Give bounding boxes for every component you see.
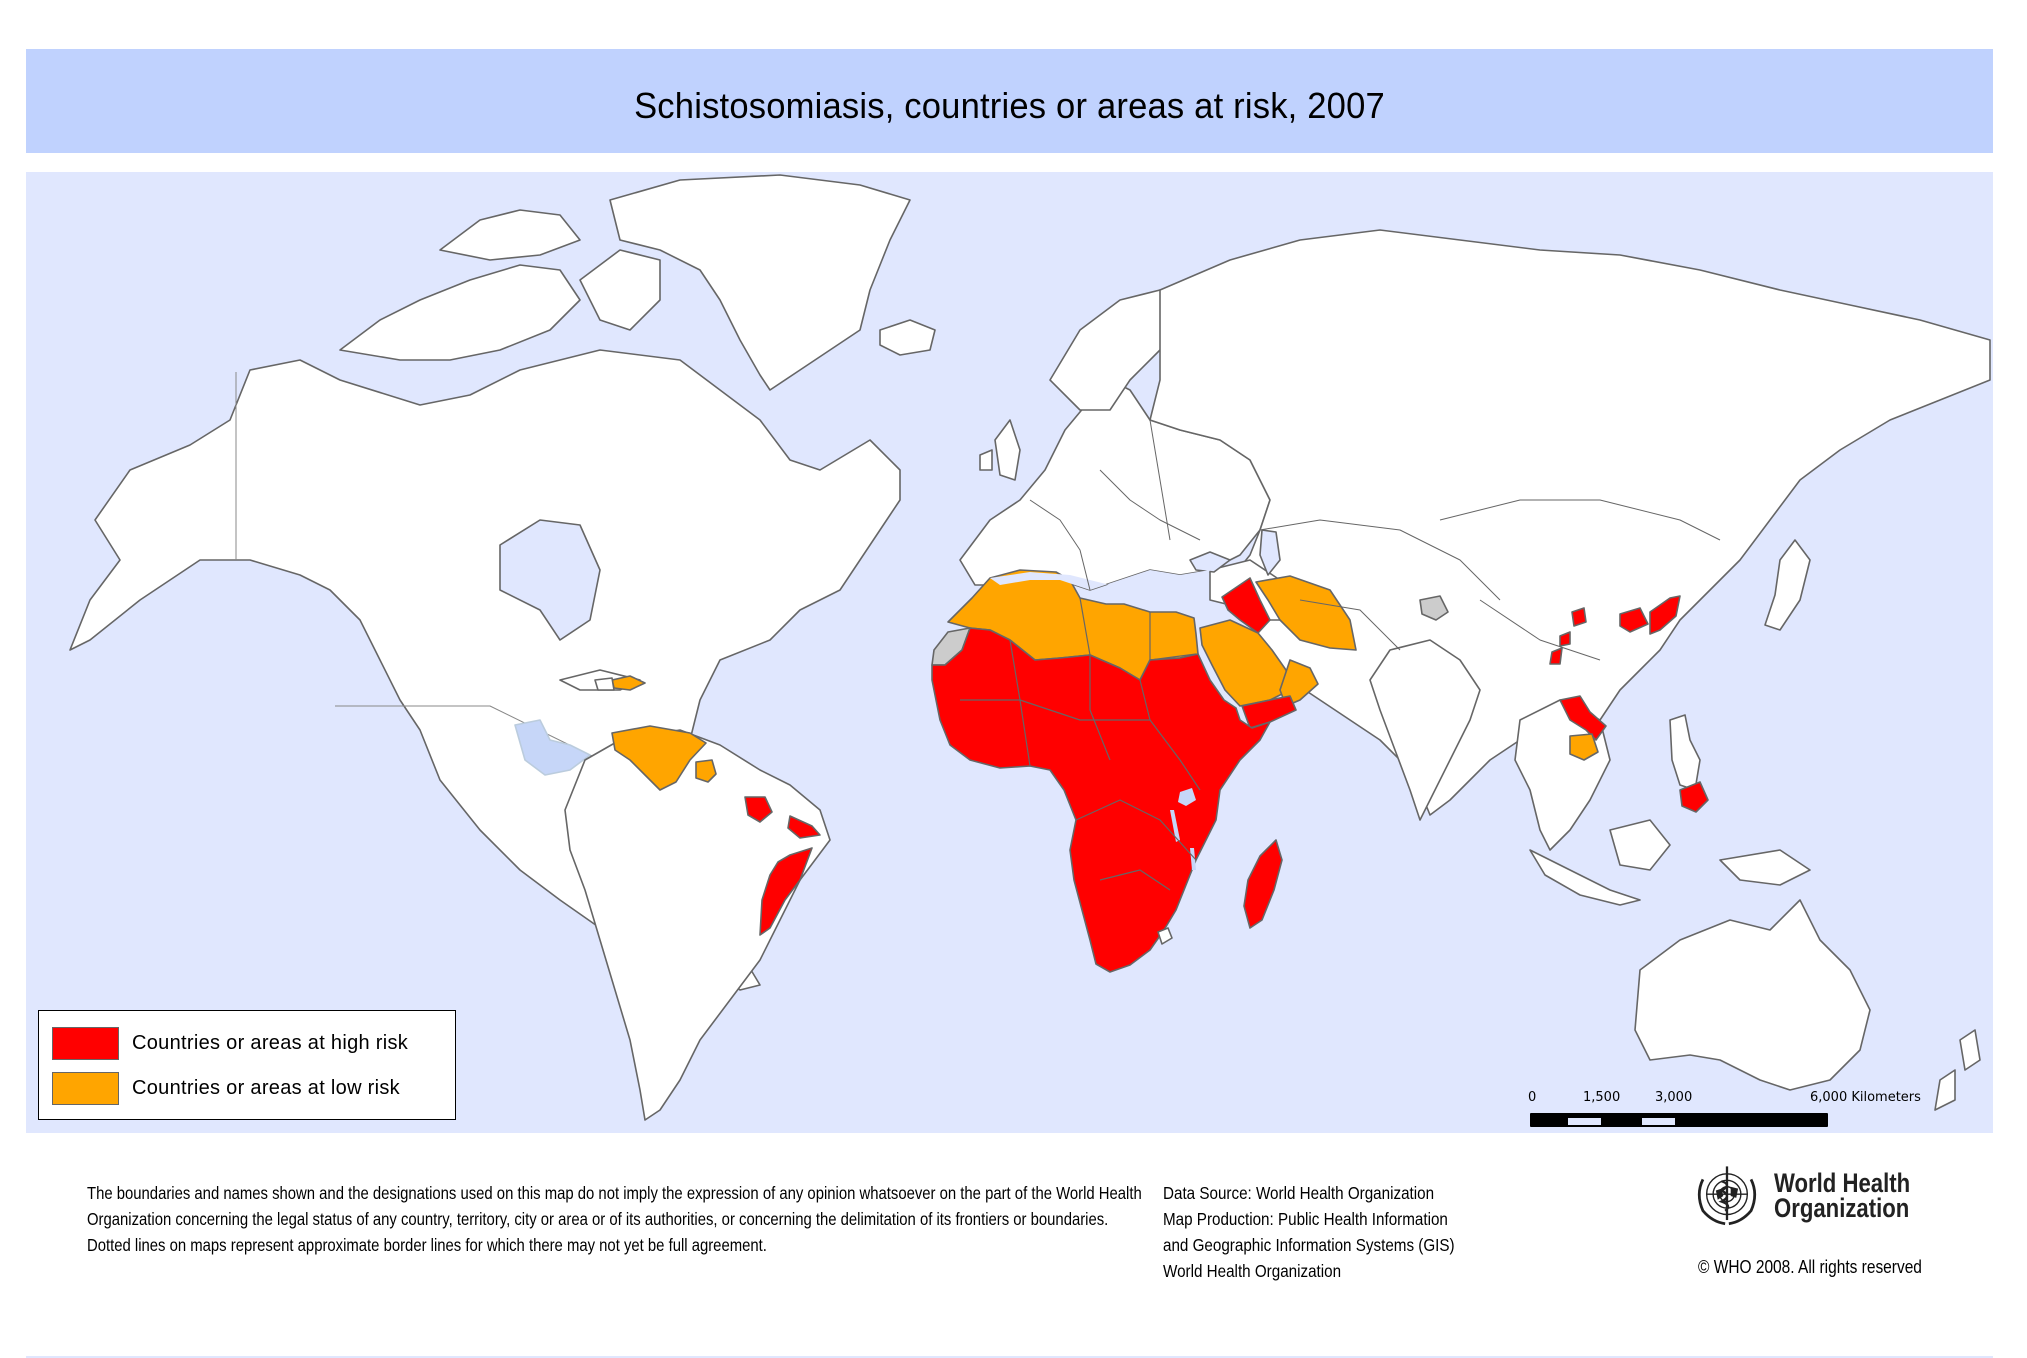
region-saudi-arabia	[1199, 619, 1291, 707]
map-title: Schistosomiasis, countries or areas at r…	[634, 85, 1385, 126]
region-sub-saharan-africa	[931, 627, 1271, 973]
title-banner: Schistosomiasis, countries or areas at r…	[26, 49, 1993, 153]
high-risk-swatch	[52, 1026, 119, 1060]
region-oman	[1279, 659, 1319, 707]
region-kashmir	[1419, 595, 1449, 621]
who-emblem-icon	[1697, 1166, 1757, 1226]
credit-map-production: Map Production: Public Health Informatio…	[1163, 1209, 1448, 1229]
bottom-rule	[26, 1356, 1993, 1358]
region-philippines-mindanao	[1679, 781, 1709, 813]
region-brazil-north	[744, 796, 773, 823]
who-logo: World Health Organization	[1690, 1160, 1940, 1232]
scale-tick-6000: 6,000 Kilometers	[1810, 1090, 1921, 1105]
region-china-focus-4	[1619, 607, 1649, 633]
region-venezuela	[611, 725, 707, 791]
scale-tick-3000: 3,000	[1655, 1090, 1693, 1105]
credit-organization: World Health Organization	[1163, 1261, 1342, 1281]
region-china-focus-5	[1649, 595, 1681, 635]
scale-tick-1500: 1,500	[1583, 1090, 1621, 1105]
who-wordmark: World Health Organization	[1773, 1168, 1911, 1223]
scale-tick-0: 0	[1528, 1090, 1537, 1105]
scale-bar: 0 1,500 3,000 6,000 Kilometers	[1520, 1090, 1990, 1130]
region-madagascar	[1243, 839, 1283, 929]
region-laos	[1559, 695, 1607, 741]
region-brazil-northeast	[787, 815, 821, 839]
map-credits: Data Source: World Health Organization M…	[1163, 1180, 1455, 1284]
credit-gis: and Geographic Information Systems (GIS)	[1163, 1235, 1455, 1255]
region-cambodia	[1569, 733, 1599, 761]
land-australia	[1634, 899, 1871, 1091]
region-iran	[1255, 575, 1357, 651]
credit-data-source: Data Source: World Health Organization	[1163, 1183, 1435, 1203]
map-disclaimer: The boundaries and names shown and the d…	[87, 1183, 1142, 1255]
copyright-notice: © WHO 2008. All rights reserved	[1698, 1257, 1922, 1277]
legend-label: Countries or areas at low risk	[132, 1076, 400, 1099]
map-legend: Countries or areas at high risk Countrie…	[38, 1010, 456, 1120]
legend-item-high-risk: Countries or areas at high risk	[52, 1026, 408, 1060]
region-iraq	[1221, 577, 1271, 634]
scale-bar-graphic	[1530, 1113, 1828, 1127]
map-panel	[26, 172, 1993, 1133]
region-suriname	[695, 759, 717, 783]
region-china-focus-2	[1559, 631, 1571, 647]
legend-label: Countries or areas at high risk	[132, 1031, 409, 1054]
region-china-focus-3	[1549, 647, 1563, 665]
world-map	[69, 174, 1991, 1121]
region-brazil-east	[759, 847, 813, 936]
land-greenland	[609, 174, 911, 391]
legend-item-low-risk: Countries or areas at low risk	[52, 1071, 400, 1105]
region-china-focus-1	[1571, 607, 1587, 627]
low-risk-swatch	[52, 1071, 119, 1105]
land-india	[1369, 639, 1481, 821]
land-south-america	[564, 729, 831, 1121]
